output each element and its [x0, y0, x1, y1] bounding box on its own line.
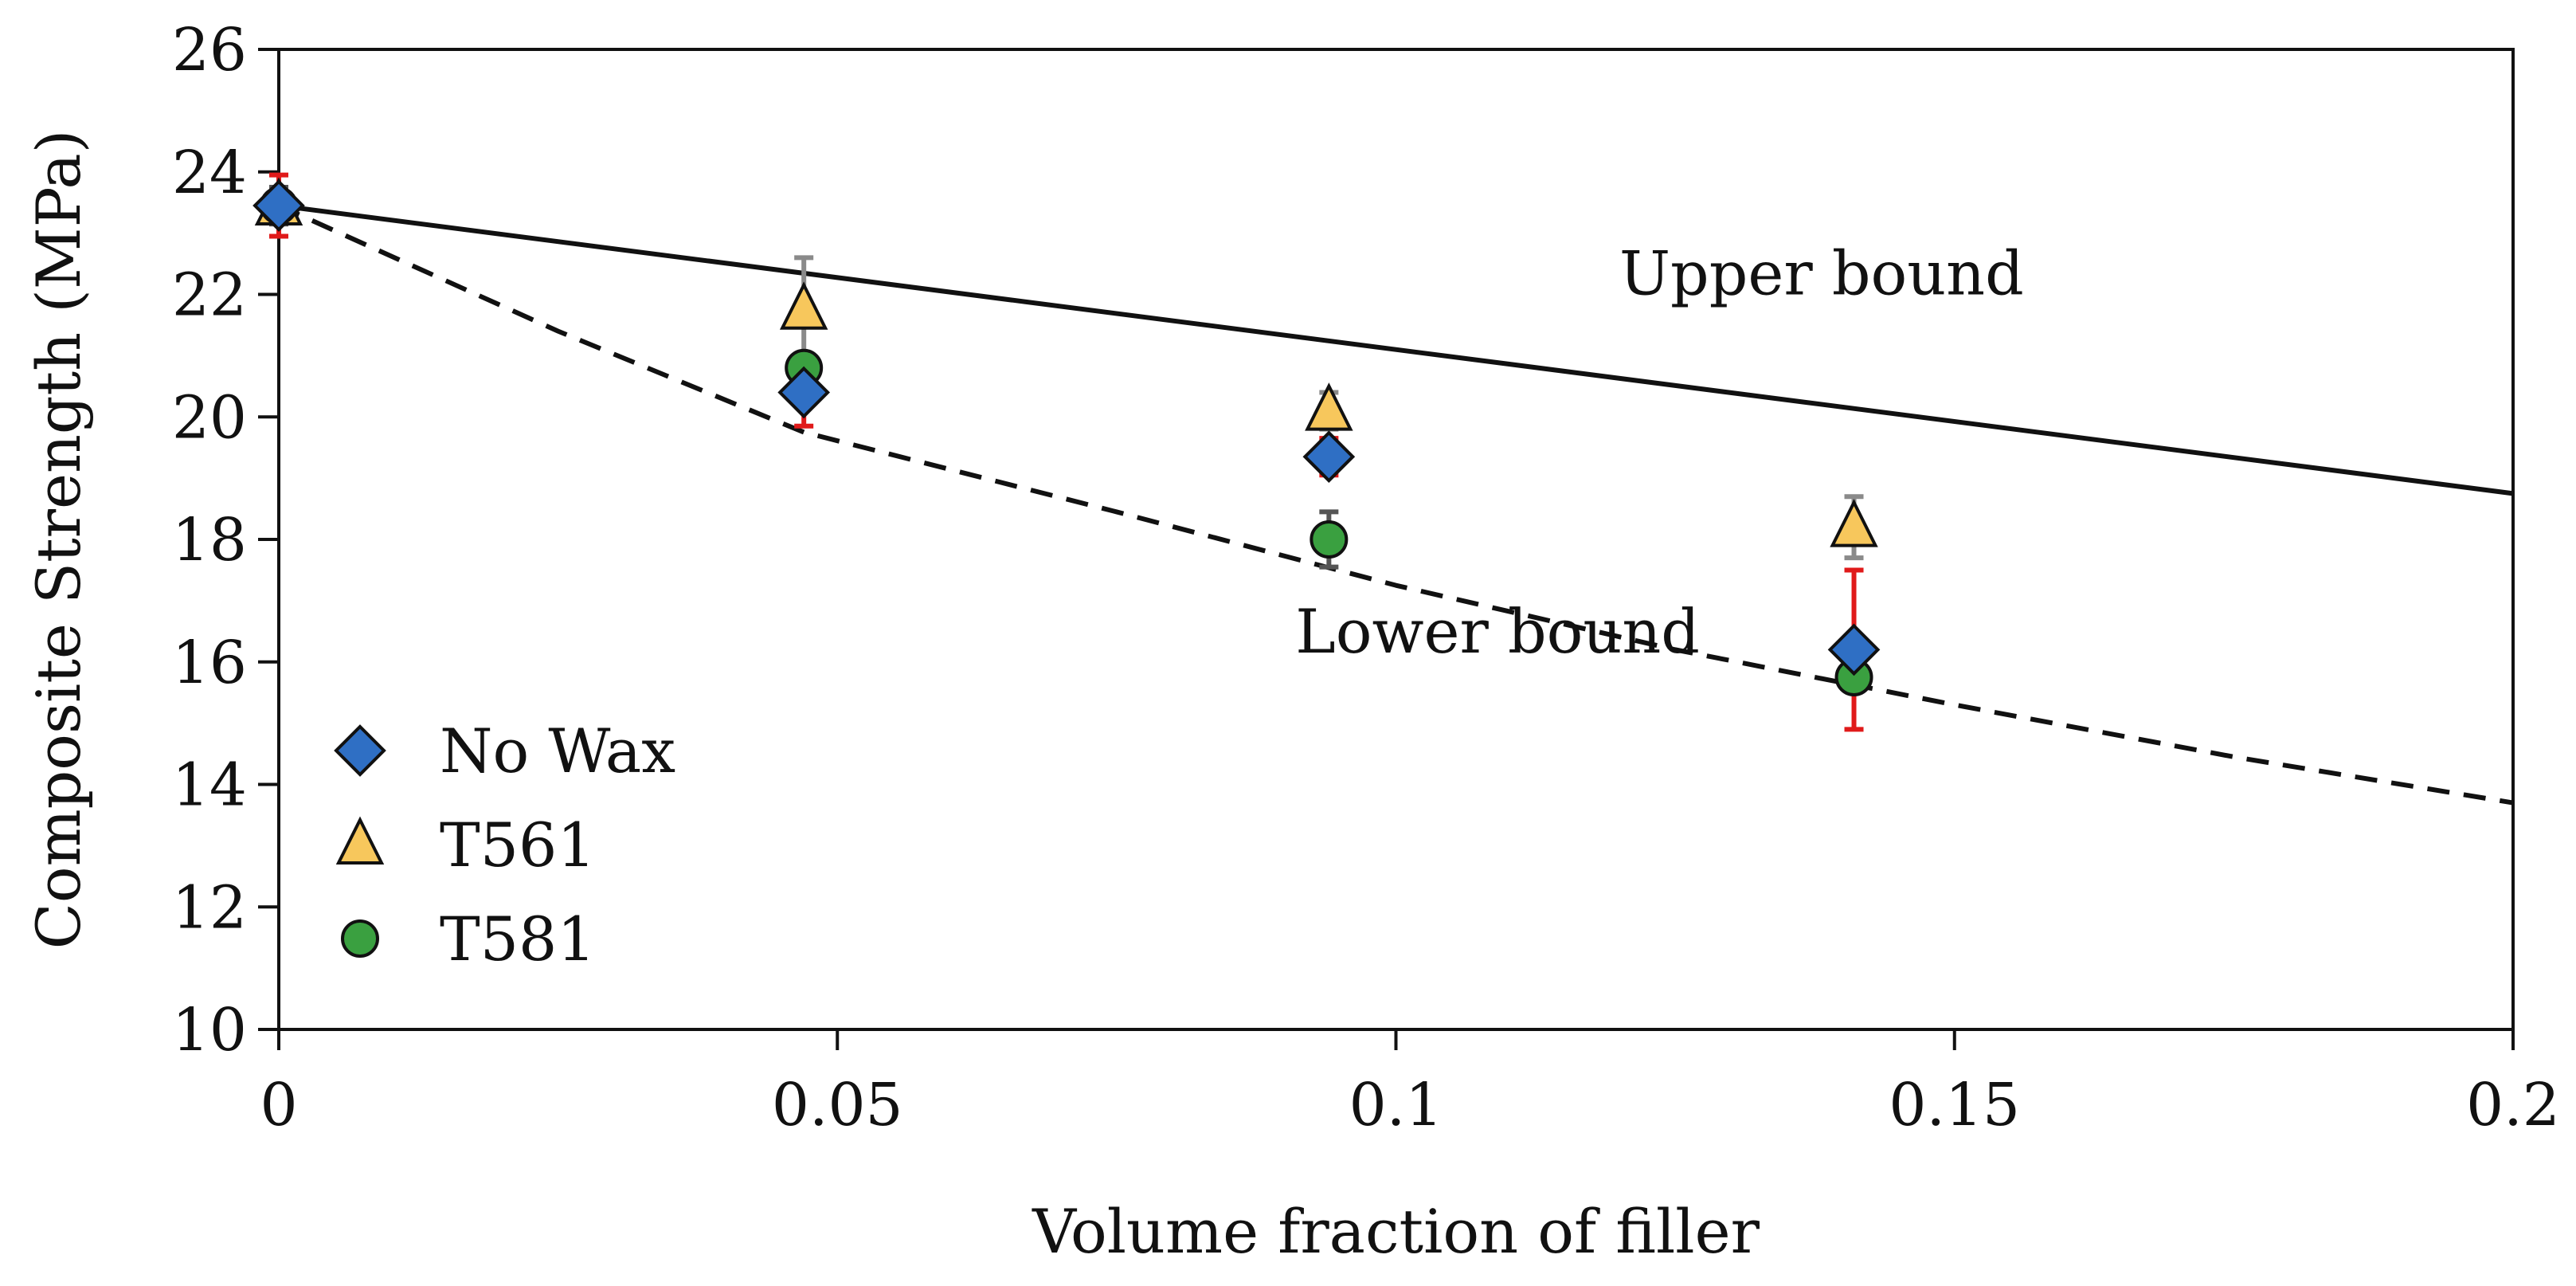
plot-frame	[277, 48, 2515, 1031]
y-tick-label: 26	[172, 16, 247, 84]
upper-bound-line	[278, 203, 2514, 496]
y-tick-label: 22	[172, 261, 247, 330]
x-axis-title: Volume fraction of filler	[1032, 1196, 1760, 1267]
annotation-label: Upper bound	[1619, 238, 2024, 309]
x-tick-label: 0	[260, 1071, 297, 1139]
t581-point	[1310, 520, 1349, 559]
t561-point	[1305, 382, 1353, 431]
legend-label: T581	[440, 904, 596, 974]
y-tick-label: 18	[172, 506, 247, 574]
y-tick-label: 20	[172, 383, 247, 452]
y-tick-label: 24	[172, 139, 247, 207]
no-wax-point	[1302, 430, 1356, 484]
no-wax-point	[253, 179, 305, 232]
axes: 10 12 14 16 18 20 22 24 26 0 0.05 0.1 0.15 0.2	[172, 16, 2560, 1139]
bound-lines	[277, 203, 2514, 806]
no-wax-point	[1827, 623, 1881, 676]
y-axis-title: Composite Strength (MPa)	[23, 130, 94, 950]
legend-label: T561	[440, 810, 596, 880]
x-tick-label: 0.2	[2466, 1071, 2560, 1139]
annotations: Upper bound Lower bound	[1295, 238, 2024, 668]
t561-point	[1830, 499, 1878, 547]
legend-label: No Wax	[440, 716, 675, 786]
y-tick-label: 14	[172, 751, 247, 820]
legend-marker-t561	[335, 816, 385, 865]
y-tick-label: 12	[172, 873, 247, 942]
x-tick-label: 0.05	[772, 1071, 903, 1139]
t561-point	[779, 281, 828, 330]
y-tick-label: 10	[172, 996, 247, 1064]
legend: No Wax T561 T581	[334, 716, 675, 974]
legend-marker-no-wax	[334, 724, 386, 777]
lower-bound-line	[277, 203, 2514, 806]
annotation-label: Lower bound	[1295, 596, 1700, 667]
x-tick-label: 0.1	[1349, 1071, 1443, 1139]
x-tick-label: 0.15	[1889, 1071, 2020, 1139]
y-tick-label: 16	[172, 629, 247, 697]
no-wax-point	[777, 366, 831, 419]
legend-marker-t581	[341, 919, 379, 958]
data-markers	[253, 177, 1881, 696]
